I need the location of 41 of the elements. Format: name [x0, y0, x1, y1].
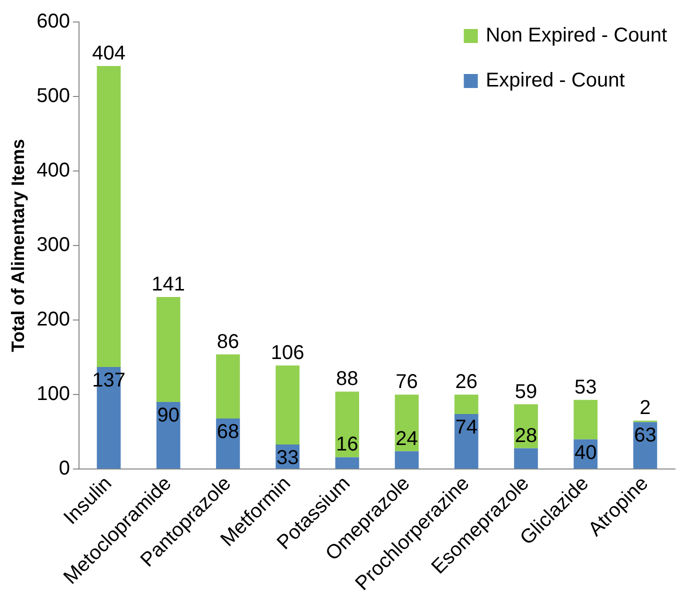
bar: [96, 66, 121, 368]
y-tick-label: 0: [58, 458, 70, 480]
y-tick-label: 400: [36, 160, 70, 182]
data-label: 28: [514, 424, 538, 447]
data-label: 53: [574, 376, 597, 398]
data-label: 68: [216, 420, 240, 443]
data-label: 74: [455, 416, 478, 438]
data-label: 33: [276, 447, 299, 470]
data-label: 88: [336, 368, 358, 390]
data-label: 40: [574, 442, 597, 464]
bar: [454, 394, 478, 414]
bar: [574, 400, 598, 440]
bar: [514, 448, 538, 469]
legend-label: Non Expired - Count: [486, 24, 668, 47]
data-label: 86: [216, 330, 240, 353]
y-tick-label: 500: [36, 85, 70, 108]
legend-label: Expired - Count: [486, 70, 626, 92]
data-label: 404: [92, 42, 126, 64]
data-label: 26: [455, 371, 478, 394]
bar: [216, 354, 240, 418]
bar: [454, 414, 478, 469]
bar: [276, 366, 300, 445]
data-label: 106: [270, 342, 304, 364]
bar: [335, 392, 360, 458]
y-tick-label: 200: [36, 308, 70, 331]
data-label: 90: [157, 404, 180, 427]
data-label: 76: [396, 371, 418, 394]
y-tick-label: 300: [36, 234, 70, 256]
y-tick-label: 100: [36, 383, 70, 406]
bar: [335, 457, 360, 469]
data-label: 141: [152, 273, 186, 296]
y-tick-label: 600: [36, 10, 70, 33]
data-label: 2: [640, 397, 651, 420]
data-label: 59: [514, 380, 538, 403]
data-label: 24: [396, 428, 418, 450]
data-label: 63: [634, 424, 656, 447]
y-axis-title: Total of Alimentary Items: [8, 139, 28, 352]
bar: [156, 402, 180, 469]
bar: [394, 451, 419, 469]
bar: [156, 296, 180, 402]
data-label: 16: [336, 434, 358, 456]
